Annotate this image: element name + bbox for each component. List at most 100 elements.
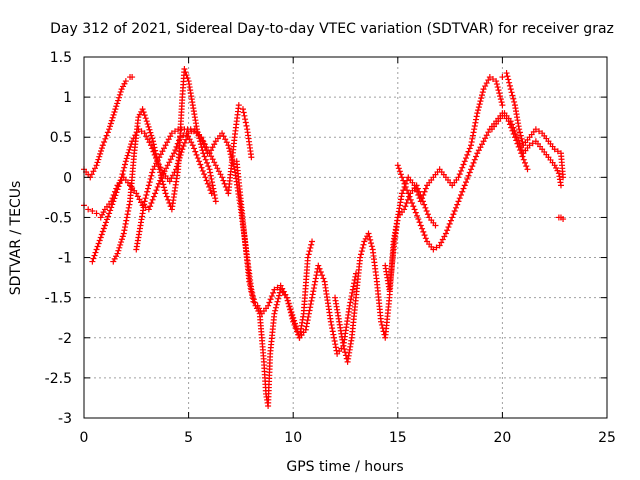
data-point <box>554 148 561 155</box>
data-point <box>100 225 107 232</box>
data-point <box>162 190 169 197</box>
data-point <box>101 139 108 146</box>
data-point <box>480 86 487 93</box>
data-point <box>419 225 426 232</box>
data-point <box>551 162 558 169</box>
data-point <box>362 235 369 242</box>
data-point <box>94 159 101 166</box>
data-point <box>359 244 366 251</box>
data-point <box>275 295 282 302</box>
data-point <box>251 299 258 306</box>
x-tick-label: 0 <box>80 430 89 446</box>
data-point <box>497 96 504 103</box>
data-point <box>192 148 199 155</box>
data-point <box>346 302 353 309</box>
data-point <box>117 241 124 248</box>
data-point <box>305 313 312 320</box>
data-point <box>306 307 313 314</box>
data-point <box>508 89 515 96</box>
data-point <box>289 311 296 318</box>
series-track-9 <box>382 74 506 293</box>
data-point <box>242 119 249 126</box>
data-point <box>123 155 130 162</box>
data-point <box>312 278 319 285</box>
data-point <box>129 74 136 81</box>
data-point <box>406 193 413 200</box>
data-point <box>499 102 506 109</box>
data-point <box>156 166 163 173</box>
data-point <box>433 244 440 251</box>
data-point <box>557 182 564 189</box>
data-point <box>254 302 261 309</box>
data-point <box>445 224 452 231</box>
data-point <box>135 114 142 121</box>
data-point <box>469 163 476 170</box>
data-point <box>168 130 175 137</box>
data-point <box>412 209 419 216</box>
data-point <box>466 145 473 152</box>
series-track-8 <box>332 182 439 365</box>
data-point <box>516 140 523 147</box>
data-point <box>200 150 207 157</box>
data-point <box>515 137 522 144</box>
data-point <box>115 183 122 190</box>
data-point <box>507 118 514 125</box>
data-point <box>250 298 257 305</box>
data-point <box>394 162 401 169</box>
data-point <box>147 175 154 182</box>
data-point <box>157 151 164 158</box>
data-point <box>451 208 458 215</box>
data-point <box>97 150 104 157</box>
data-point <box>330 331 337 338</box>
data-point <box>93 162 100 169</box>
data-point <box>274 284 281 291</box>
x-tick-label: 5 <box>184 430 193 446</box>
data-point <box>145 123 152 130</box>
data-point <box>405 190 412 197</box>
data-point <box>331 337 338 344</box>
data-point <box>108 117 115 124</box>
data-point <box>347 299 354 306</box>
data-point <box>468 142 475 149</box>
data-point <box>220 133 227 140</box>
data-point <box>197 161 204 168</box>
data-point <box>511 127 518 134</box>
data-point <box>304 320 311 327</box>
data-point <box>464 151 471 158</box>
data-point <box>110 258 117 265</box>
axis-ticks: 0 5 10 15 20 25 1.5 1 0.5 0 -0.5 -1 -1.5 -2 -2.5 -3 <box>45 50 616 446</box>
data-point <box>482 135 489 142</box>
data-point <box>228 154 235 161</box>
data-point <box>180 143 187 150</box>
data-point <box>485 129 492 136</box>
data-point <box>409 200 416 207</box>
data-point <box>207 172 214 179</box>
y-tick-label: 0.5 <box>50 130 72 146</box>
data-point <box>483 132 490 139</box>
data-point <box>422 204 429 211</box>
data-point <box>446 220 453 227</box>
data-point <box>560 216 567 223</box>
data-point <box>493 81 500 88</box>
data-point <box>320 275 327 282</box>
data-point <box>222 136 229 143</box>
data-point <box>157 169 164 176</box>
data-point <box>194 129 201 136</box>
data-point <box>142 195 149 202</box>
data-point <box>457 167 464 174</box>
series-track-12 <box>488 110 564 189</box>
data-point <box>422 185 429 192</box>
data-point <box>114 100 121 107</box>
data-point <box>164 139 171 146</box>
data-point <box>124 211 131 218</box>
data-point <box>150 193 157 200</box>
data-point <box>412 185 419 192</box>
data-point <box>360 241 367 248</box>
data-point <box>459 188 466 195</box>
data-point <box>144 188 151 195</box>
data-point <box>317 268 324 275</box>
data-point <box>116 244 123 251</box>
data-point <box>88 171 95 178</box>
series-track-10 <box>394 110 531 253</box>
data-point <box>151 144 158 151</box>
